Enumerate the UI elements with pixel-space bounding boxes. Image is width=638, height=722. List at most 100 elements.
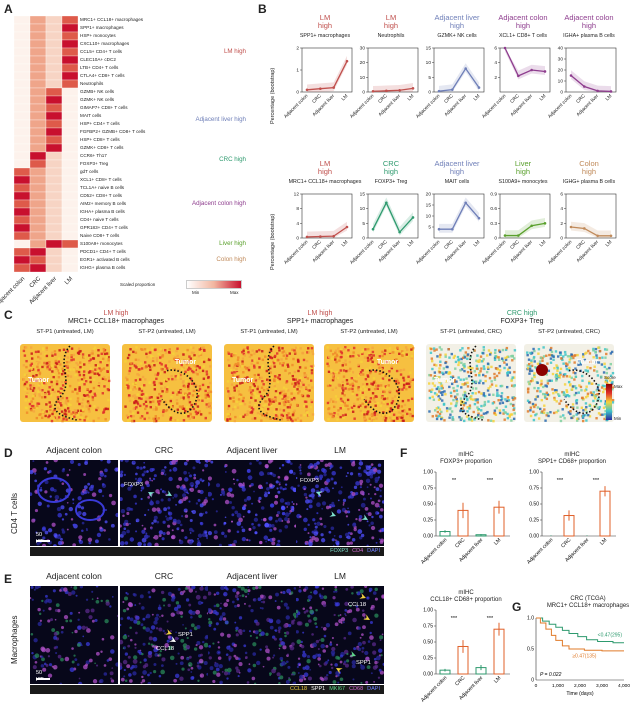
heatmap-row-label: S100A9+ monocytes (80, 241, 123, 246)
cell-nucleus (279, 637, 283, 641)
spot (57, 390, 60, 394)
cell-nucleus (314, 622, 318, 625)
score-title: Score (604, 375, 616, 380)
spot (509, 413, 512, 416)
x-tick-label: 0 (535, 683, 538, 689)
cell-nucleus (33, 588, 36, 591)
spot (441, 386, 444, 390)
spot (463, 394, 467, 397)
spot (54, 403, 58, 406)
spot (533, 374, 536, 377)
x-tick-label: LM (493, 537, 502, 546)
cell-nucleus (141, 652, 144, 656)
spot (586, 394, 589, 398)
heatmap-cell (61, 183, 79, 193)
cell-nucleus (179, 523, 183, 527)
spot (286, 363, 289, 366)
cell-nucleus (303, 677, 307, 681)
cell-nucleus (191, 509, 197, 515)
cell-nucleus (373, 657, 377, 661)
spot (527, 380, 530, 384)
spot (439, 391, 443, 394)
cell-nucleus (59, 682, 63, 684)
spot (256, 361, 259, 365)
spot (336, 354, 339, 358)
cell-nucleus (236, 478, 239, 482)
cell-nucleus (219, 607, 222, 610)
cell-nucleus (106, 460, 111, 464)
spot (187, 398, 191, 402)
spot (81, 408, 85, 412)
cell-nucleus (346, 535, 351, 540)
spot (189, 357, 193, 360)
cell-nucleus (258, 586, 262, 589)
spot (355, 393, 359, 397)
cell-nucleus (223, 591, 228, 597)
spot (206, 397, 210, 400)
spot (198, 366, 201, 369)
spot (361, 396, 364, 399)
cell-nucleus (149, 671, 152, 675)
heatmap-cell (13, 175, 31, 185)
spot (399, 369, 403, 372)
heatmap-cell (29, 215, 47, 225)
cell-nucleus (143, 461, 146, 464)
spot (565, 375, 569, 378)
spot (243, 376, 246, 379)
spot (195, 412, 198, 416)
cell-nucleus (381, 500, 384, 504)
cell-nucleus (255, 636, 259, 640)
cell-nucleus (178, 477, 183, 481)
cell-nucleus (174, 673, 180, 679)
spot (533, 375, 536, 379)
spot (197, 389, 200, 392)
spot (145, 393, 148, 397)
spot (102, 347, 106, 351)
cell-nucleus (277, 475, 281, 479)
spot (97, 417, 100, 420)
spot (401, 388, 404, 391)
spot (466, 406, 469, 409)
cell-nucleus (364, 650, 369, 656)
spot (444, 371, 448, 374)
cell-nucleus (253, 517, 259, 522)
cell-nucleus (254, 531, 258, 535)
spot (62, 416, 66, 420)
cell-nucleus (85, 527, 88, 530)
cell-nucleus (320, 638, 325, 643)
cell-nucleus (99, 472, 105, 477)
cell-nucleus (136, 466, 140, 470)
cell-nucleus (180, 638, 185, 643)
spot (364, 378, 368, 381)
cell-nucleus (343, 660, 347, 664)
cell-nucleus (65, 619, 69, 623)
spot (435, 393, 439, 396)
spot (190, 351, 194, 354)
cell-nucleus (345, 475, 348, 478)
spot (199, 413, 203, 416)
spot (494, 348, 497, 352)
spot (448, 371, 451, 374)
spot (140, 415, 144, 418)
cell-nucleus (173, 493, 178, 498)
spot (54, 364, 58, 367)
cell-nucleus (267, 471, 271, 476)
spot (493, 372, 496, 376)
spot (291, 374, 295, 378)
spot (351, 384, 355, 387)
cell-nucleus (304, 665, 310, 671)
spot (136, 401, 139, 404)
cell-nucleus (199, 478, 203, 482)
spot (209, 401, 212, 405)
spot (346, 398, 350, 402)
spot (76, 400, 80, 403)
cell-nucleus (144, 513, 147, 517)
spot (53, 390, 56, 394)
y-tick-label: 15 (360, 192, 366, 198)
cell-nucleus (57, 654, 62, 659)
cell-nucleus (284, 512, 290, 517)
cell-nucleus (120, 541, 125, 546)
spot (227, 413, 230, 416)
x-tick-label: CRC (311, 239, 323, 251)
